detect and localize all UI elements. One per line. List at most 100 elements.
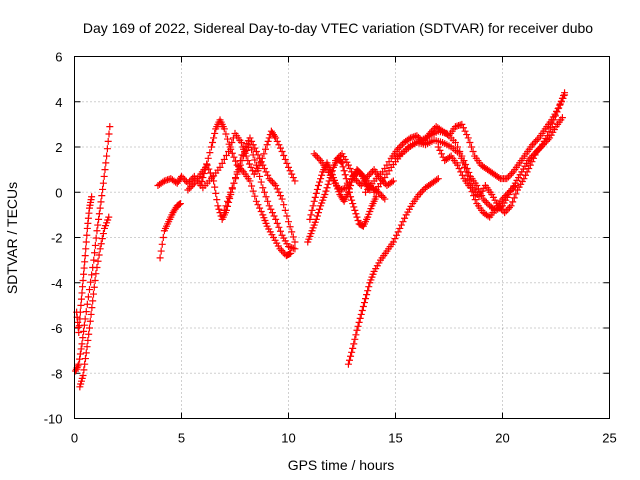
data-point-track-g <box>216 163 224 171</box>
data-point-track-h <box>272 215 280 223</box>
data-point-track-h <box>270 212 278 220</box>
data-point-track-o <box>504 205 512 213</box>
data-point-track-e <box>159 178 167 186</box>
data-point-track-q <box>499 195 506 203</box>
data-point-track-m <box>401 214 409 222</box>
data-point-track-p <box>473 181 481 189</box>
data-point-track-q <box>455 164 463 172</box>
data-point-track-o <box>558 114 566 122</box>
data-point-track-n <box>530 139 538 147</box>
data-point-track-f <box>285 218 292 226</box>
data-point-track-c <box>81 355 89 363</box>
data-point-track-b <box>95 215 103 223</box>
data-point-track-p <box>482 198 490 206</box>
data-point-track-k <box>379 193 387 201</box>
data-point-track-g <box>225 148 233 156</box>
data-point-track-h <box>252 161 260 169</box>
data-point-track-m <box>365 283 373 291</box>
data-point-track-e <box>186 178 194 186</box>
data-point-track-n <box>469 148 477 156</box>
data-point-track-a <box>81 252 89 260</box>
data-point-track-m <box>389 238 397 246</box>
data-point-track-n <box>397 142 405 150</box>
data-point-track-h <box>254 167 262 175</box>
data-point-track-i <box>321 191 329 199</box>
data-point-track-g <box>228 138 236 146</box>
data-point-track-m <box>348 348 356 356</box>
data-point-track-b <box>85 286 93 294</box>
data-point-track-q <box>471 196 479 204</box>
data-point-track-p <box>531 150 539 158</box>
data-point-track-f <box>215 205 223 213</box>
data-point-track-m <box>350 340 358 348</box>
data-point-track-b <box>105 130 113 138</box>
data-point-track-k <box>358 171 366 179</box>
data-point-track-g <box>272 134 280 142</box>
data-point-track-g <box>285 163 292 171</box>
data-point-track-p <box>462 161 470 169</box>
data-point-track-g <box>280 151 288 159</box>
data-point-track-f <box>187 183 195 191</box>
data-point-track-h <box>236 161 244 169</box>
data-point-track-h <box>249 151 257 159</box>
data-point-track-g <box>288 170 296 178</box>
data-point-track-b <box>84 293 92 301</box>
data-point-track-b <box>88 271 96 279</box>
data-point-track-h <box>230 179 238 187</box>
data-point-track-h <box>259 184 267 192</box>
data-point-track-q <box>500 193 508 201</box>
data-point-track-i <box>353 213 361 221</box>
data-point-track-p <box>534 146 542 154</box>
data-point-track-k <box>357 170 365 178</box>
data-point-track-h <box>273 219 281 227</box>
data-point-track-h <box>227 188 235 196</box>
data-point-track-f <box>289 233 297 241</box>
data-point-track-q <box>505 188 513 196</box>
data-point-track-a <box>78 289 86 297</box>
data-point-track-h <box>232 175 240 183</box>
data-point-track-m <box>354 322 362 330</box>
data-point-track-b <box>94 221 102 229</box>
data-point-track-b <box>98 192 106 200</box>
data-point-track-q <box>508 185 516 193</box>
data-point-track-n <box>495 174 503 182</box>
data-point-track-a <box>88 193 96 201</box>
data-point-track-p <box>555 104 563 112</box>
data-point-track-c <box>84 336 92 344</box>
data-point-track-m <box>359 303 367 311</box>
data-point-track-q <box>484 212 492 220</box>
data-point-track-n <box>395 144 403 152</box>
data-point-track-e <box>178 172 185 180</box>
data-point-track-n <box>394 145 402 153</box>
data-point-track-b <box>74 362 82 370</box>
data-point-track-q <box>454 161 462 169</box>
data-point-track-a <box>81 258 89 266</box>
data-point-track-h <box>246 141 254 149</box>
data-point-track-h <box>238 157 246 165</box>
data-point-track-f <box>186 184 194 192</box>
data-point-track-f <box>280 201 288 209</box>
data-point-track-n <box>532 137 540 145</box>
data-point-track-b <box>93 227 101 235</box>
data-point-track-b <box>75 360 83 368</box>
data-point-track-k <box>376 190 384 198</box>
data-point-track-m <box>393 231 401 239</box>
data-point-track-m <box>357 310 365 318</box>
data-point-track-c <box>89 290 97 298</box>
data-point-track-f <box>286 223 294 231</box>
x-tick-label: 15 <box>388 431 402 446</box>
data-point-track-m <box>396 224 404 232</box>
data-point-track-k <box>381 195 389 203</box>
data-point-track-m <box>345 356 353 364</box>
data-point-track-i <box>323 184 331 192</box>
data-point-track-b <box>80 327 88 335</box>
data-markers <box>72 89 569 391</box>
data-point-track-p <box>481 197 489 205</box>
data-point-track-g <box>257 159 265 167</box>
data-point-track-f <box>270 180 278 188</box>
data-point-track-a <box>82 245 90 253</box>
data-point-track-m <box>364 287 372 295</box>
data-point-track-c <box>88 304 96 312</box>
data-point-track-h <box>276 227 284 235</box>
data-point-track-n <box>464 134 472 142</box>
